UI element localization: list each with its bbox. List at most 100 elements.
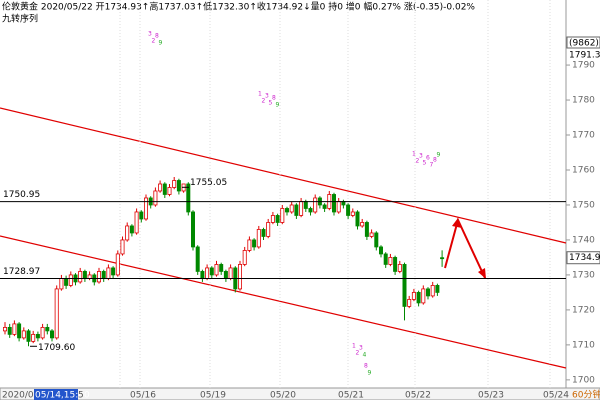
arrow-head — [452, 218, 462, 228]
td-count: 9 — [368, 370, 372, 377]
td-count: 8 — [364, 363, 368, 370]
candle-body — [31, 333, 36, 342]
axis-badge: 1791.34 — [569, 51, 600, 61]
candle-body — [143, 197, 148, 220]
y-tick-label: 1740 — [572, 235, 595, 245]
td-count: 3 — [148, 31, 152, 38]
y-tick-label: 1750 — [572, 200, 595, 210]
candle-body — [195, 246, 200, 272]
candle-body — [59, 278, 64, 290]
td-count: 6 — [426, 155, 430, 162]
candle-body — [214, 264, 219, 276]
candle-body — [153, 190, 158, 206]
candle-body — [397, 264, 402, 272]
candle-body — [261, 229, 266, 237]
candle-body — [346, 204, 351, 216]
candle-body — [416, 292, 421, 304]
candle-body — [129, 225, 134, 234]
candle-body — [190, 211, 195, 248]
candle-body — [303, 201, 308, 209]
td-count: 5 — [423, 160, 427, 167]
td-count: 3 — [359, 345, 363, 352]
td-count: 9 — [276, 102, 280, 109]
last-price: 1734.92 — [569, 253, 600, 263]
indicator-name: 九转序列 — [2, 13, 38, 25]
candle-body — [256, 229, 261, 248]
candle-body — [35, 333, 40, 339]
candle-body — [162, 183, 167, 195]
candle-body — [12, 323, 17, 335]
candle-body — [219, 264, 224, 272]
axis-badge: (9862) — [569, 39, 599, 49]
arrow-head — [478, 268, 486, 279]
candle-body — [97, 271, 102, 283]
candle-body — [7, 326, 12, 335]
chart-title: 伦敦黄金 2020/05/22 开1734.93↑高1737.03↑低1732.… — [2, 1, 475, 13]
candle-body — [336, 201, 341, 213]
td-count: 2 — [416, 158, 420, 165]
y-tick-label: 1730 — [572, 270, 595, 280]
x-tick-label: 5 — [78, 391, 84, 400]
candle-body — [101, 271, 106, 279]
candle-body — [237, 264, 242, 290]
price-level-label: 1750.95 — [3, 190, 40, 200]
candle-body — [402, 264, 407, 307]
td-count: 3 — [265, 93, 269, 100]
y-tick-label: 1700 — [572, 375, 595, 385]
badge-box — [566, 36, 600, 49]
candle-body — [176, 180, 181, 192]
x-tick-label: 05/16 — [130, 391, 156, 400]
candle-body — [82, 271, 87, 279]
candle-body — [252, 239, 257, 248]
price-level-label: 1728.97 — [3, 267, 40, 277]
candle-body — [3, 326, 8, 332]
annotation: 1755.05 — [190, 178, 227, 188]
candle-body — [205, 267, 210, 279]
candle-body — [322, 204, 327, 209]
candle-body — [158, 183, 163, 192]
candle-body — [440, 257, 445, 260]
candle-body — [383, 253, 388, 265]
candle-body — [388, 257, 393, 265]
candle-body — [17, 323, 22, 339]
candle-body — [308, 208, 313, 213]
trend-lines — [0, 107, 567, 369]
td-count: 4 — [363, 352, 367, 359]
x-tick-label: 05/20 — [270, 391, 296, 400]
x-axis-bar — [0, 387, 600, 400]
y-tick-label: 1770 — [572, 131, 595, 141]
candle-body — [393, 257, 398, 272]
candle-body — [54, 288, 59, 339]
x-tick-label: 05/21 — [338, 391, 364, 400]
candle-body — [374, 232, 379, 248]
candle-body — [223, 271, 228, 279]
candle-body — [425, 288, 430, 297]
candle-body — [209, 267, 214, 276]
candle-body — [421, 288, 426, 304]
candle-body — [266, 222, 271, 237]
td-count: 8 — [433, 157, 437, 164]
candle-body — [68, 274, 73, 286]
candle-body — [40, 326, 45, 339]
candle-body — [242, 250, 247, 265]
candle-body — [26, 330, 31, 342]
candle-body — [299, 201, 304, 216]
candle-body — [87, 274, 92, 279]
td-count: 3 — [419, 153, 423, 160]
x-tick-label: 2020/05/ — [2, 391, 43, 400]
annotation: 1709.60 — [38, 343, 75, 353]
td-count: 1 — [258, 91, 262, 98]
candle-body — [115, 253, 120, 276]
trend-line — [0, 235, 567, 369]
candle-body — [106, 267, 111, 279]
td-count: 2 — [356, 350, 360, 357]
last-price-box — [566, 251, 600, 265]
candle-body — [331, 194, 336, 213]
candle-body — [120, 239, 125, 255]
candle-body — [21, 330, 26, 339]
candle-body — [50, 330, 55, 339]
candle-body — [289, 204, 294, 213]
td-count: 1 — [352, 343, 356, 350]
